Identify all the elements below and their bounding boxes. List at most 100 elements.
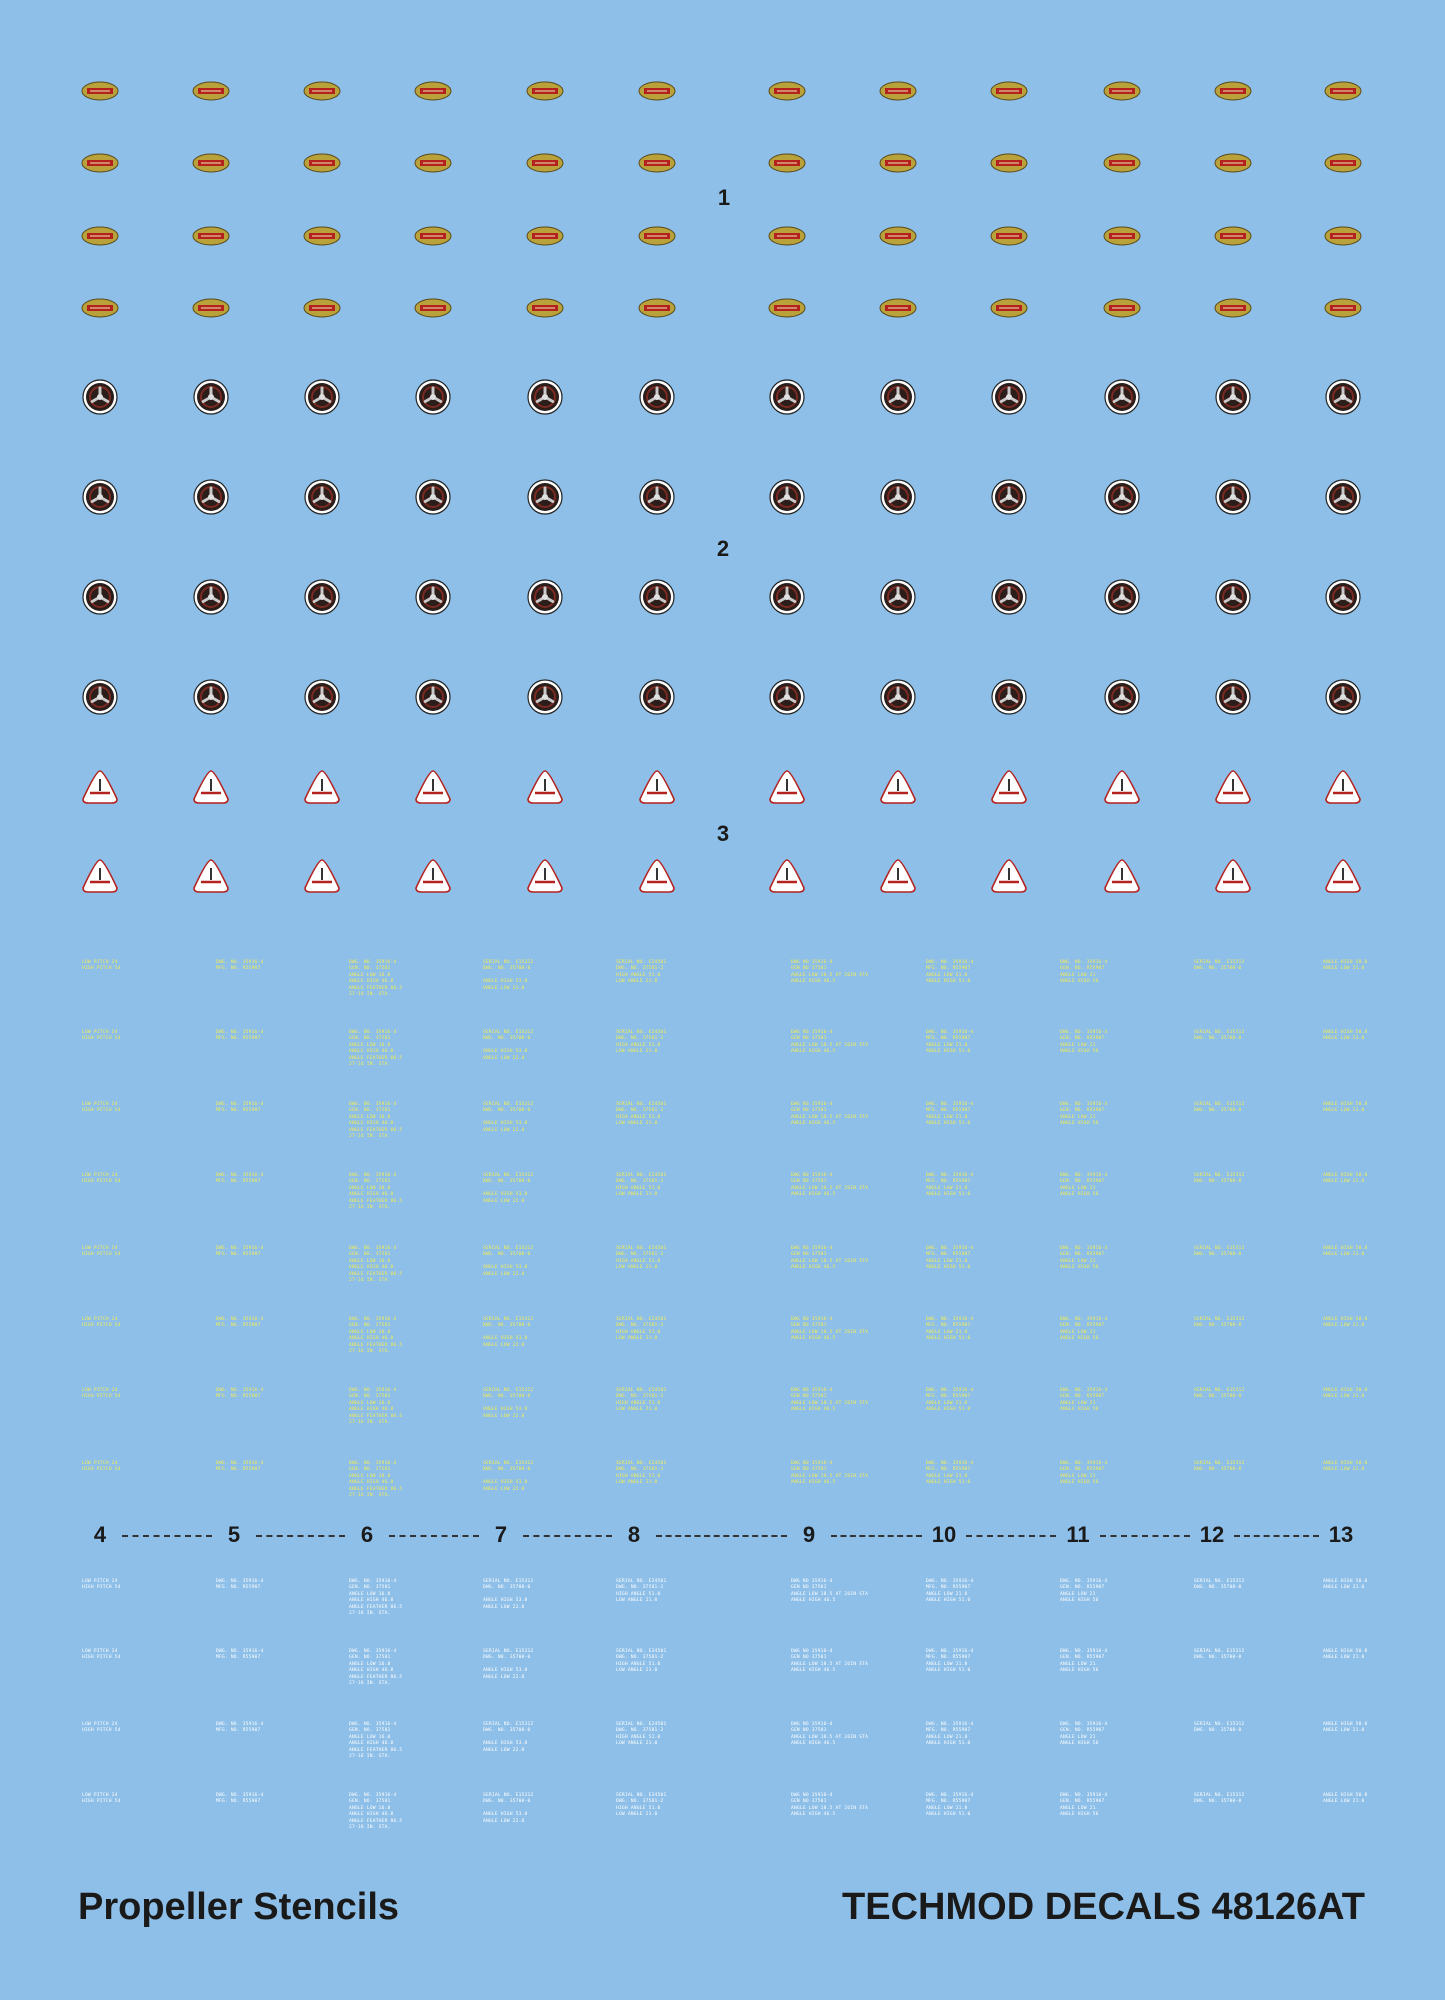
stencil-block: DWG. NO. 35916-4 GEN. NO. R55907 ANGLE L… [1060,1317,1108,1342]
column-connector-line [831,1535,922,1537]
stencil-block: ANGLE HIGH 50.8 ANGLE LOW 21.0 [1323,1030,1368,1042]
disc-decal [880,479,916,515]
column-label: 7 [494,1522,508,1547]
oval-decal [81,298,119,318]
triangle-decal [1104,859,1140,893]
stencil-block: SERIAL NO. E15312 DWG. NO. 35708-0 [1194,1030,1245,1042]
stencil-block: SERIAL NO. E15312 DWG. NO. 35708-0 [1194,1722,1245,1734]
stencil-block: ANGLE HIGH 50.8 ANGLE LOW 21.0 [1323,1649,1368,1661]
stencil-block: DWG. NO. 35916-4 MFG. NO. R55907 [216,1649,264,1661]
stencil-block: DWG. NO. 35916-4 GEN. NO. R55907 ANGLE L… [1060,1722,1108,1747]
stencil-block: DWG. NO. 35916-4 GEN. NO. R55907 ANGLE L… [1060,1649,1108,1674]
manufacturer-title: TECHMOD DECALS 48126AT [842,1886,1365,1928]
oval-decal [192,81,230,101]
disc-decal [639,679,675,715]
group-label-3: 3 [716,821,730,846]
stencil-block: SERIAL NO. E15312 DWG. NO. 35708-0 ANGLE… [483,1793,534,1824]
disc-decal [415,679,451,715]
oval-decal [303,153,341,173]
stencil-block: SERIAL NO. E15312 DWG. NO. 35708-0 ANGLE… [483,1579,534,1610]
oval-decal [1214,298,1252,318]
stencil-block: DWG NO 35916-4 GEN NO 37581 ANGLE LOW 18… [791,960,869,985]
disc-decal [193,579,229,615]
stencil-block: DWG. NO. 35916-4 MFG. NO. R55907 ANGLE L… [926,1102,974,1127]
disc-decal [193,379,229,415]
column-label: 10 [931,1522,957,1547]
stencil-block: DWG. NO. 35916-4 GEN. NO. 37581 ANGLE LO… [349,1173,403,1211]
stencil-block: DWG. NO. 35916-4 MFG. NO. R55907 ANGLE L… [926,1461,974,1486]
disc-decal [82,679,118,715]
oval-decal [990,226,1028,246]
stencil-block: LOW PITCH 24 HIGH PITCH 54 [82,1722,121,1734]
disc-decal [991,679,1027,715]
stencil-block: ANGLE HIGH 50.8 ANGLE LOW 21.0 [1323,1722,1368,1734]
stencil-block: DWG. NO. 35916-4 GEN. NO. R55907 ANGLE L… [1060,1793,1108,1818]
oval-decal [526,81,564,101]
stencil-block: DWG NO 35916-4 GEN NO 37581 ANGLE LOW 18… [791,1317,869,1342]
oval-decal [990,298,1028,318]
stencil-block: DWG. NO. 35916-4 GEN. NO. R55907 ANGLE L… [1060,1461,1108,1486]
disc-decal [193,679,229,715]
oval-decal [879,298,917,318]
oval-decal [1103,226,1141,246]
stencil-block: SERIAL NO. E15312 DWG. NO. 35708-0 ANGLE… [483,1317,534,1348]
oval-decal [768,153,806,173]
oval-decal [638,153,676,173]
disc-decal [82,479,118,515]
stencil-block: DWG. NO. 35916-4 MFG. NO. R55907 ANGLE L… [926,1793,974,1818]
disc-decal [991,379,1027,415]
stencil-block: DWG. NO. 35916-4 MFG. NO. R55907 ANGLE L… [926,1649,974,1674]
stencil-block: SERIAL NO. E15312 DWG. NO. 35708-0 [1194,1102,1245,1114]
oval-decal [638,81,676,101]
oval-decal [303,226,341,246]
disc-decal [1104,479,1140,515]
stencil-block: DWG. NO. 35916-4 GEN. NO. R55907 ANGLE L… [1060,1579,1108,1604]
triangle-decal-group [82,770,1361,893]
disc-decal [1325,479,1361,515]
stencil-block: ANGLE HIGH 50.8 ANGLE LOW 21.0 [1323,1246,1368,1258]
stencil-block: DWG NO 35916-4 GEN NO 37581 ANGLE LOW 18… [791,1793,869,1818]
stencil-block: SERIAL NO. E15312 DWG. NO. 35708-0 ANGLE… [483,1173,534,1204]
stencil-block: DWG. NO. 35916-4 GEN. NO. R55907 ANGLE L… [1060,1102,1108,1127]
stencil-block: LOW PITCH 24 HIGH PITCH 54 [82,1030,121,1042]
disc-decal [82,579,118,615]
stencil-block: ANGLE HIGH 50.8 ANGLE LOW 21.0 [1323,1173,1368,1185]
stencil-block: DWG. NO. 35916-4 GEN. NO. 37581 ANGLE LO… [349,1246,403,1284]
disc-decal [769,579,805,615]
stencil-block: SERIAL NO. E24501 DWG. NO. 37581-2 HIGH … [616,1649,667,1674]
triangle-decal [193,859,229,893]
disc-decal-group [82,379,1361,715]
stencil-block: DWG NO 35916-4 GEN NO 37581 ANGLE LOW 18… [791,1722,869,1747]
group-label-1: 1 [717,185,731,210]
stencil-block: SERIAL NO. E15312 DWG. NO. 35708-0 [1194,1649,1245,1661]
stencil-block: DWG. NO. 35916-4 GEN. NO. R55907 ANGLE L… [1060,1246,1108,1271]
oval-decal [1214,81,1252,101]
stencil-block: SERIAL NO. E15312 DWG. NO. 35708-0 ANGLE… [483,1461,534,1492]
stencil-block: DWG. NO. 35916-4 MFG. NO. R55907 [216,1030,264,1042]
oval-decal [192,298,230,318]
column-label: 4 [93,1522,107,1547]
disc-decal [527,579,563,615]
stencil-block: SERIAL NO. E15312 DWG. NO. 35708-0 [1194,1461,1245,1473]
stencil-block: LOW PITCH 24 HIGH PITCH 54 [82,960,121,972]
column-label: 6 [360,1522,374,1547]
disc-decal [1104,379,1140,415]
stencil-block: DWG NO 35916-4 GEN NO 37581 ANGLE LOW 18… [791,1030,869,1055]
stencil-block: DWG. NO. 35916-4 MFG. NO. R55907 ANGLE L… [926,1722,974,1747]
triangle-decal [527,859,563,893]
disc-decal [304,379,340,415]
stencil-block: LOW PITCH 24 HIGH PITCH 54 [82,1388,121,1400]
stencil-block: DWG. NO. 35916-4 MFG. NO. R55907 [216,1246,264,1258]
stencil-block: SERIAL NO. E24501 DWG. NO. 37581-2 HIGH … [616,1246,667,1271]
stencil-block: DWG. NO. 35916-4 MFG. NO. R55907 [216,1579,264,1591]
triangle-decal [1215,859,1251,893]
sheet-title: Propeller Stencils [78,1886,400,1928]
column-connector-line [389,1535,479,1537]
column-connector-line [256,1535,345,1537]
triangle-decal [304,770,340,804]
triangle-decal [991,770,1027,804]
disc-decal [639,479,675,515]
stencil-block: LOW PITCH 24 HIGH PITCH 54 [82,1461,121,1473]
